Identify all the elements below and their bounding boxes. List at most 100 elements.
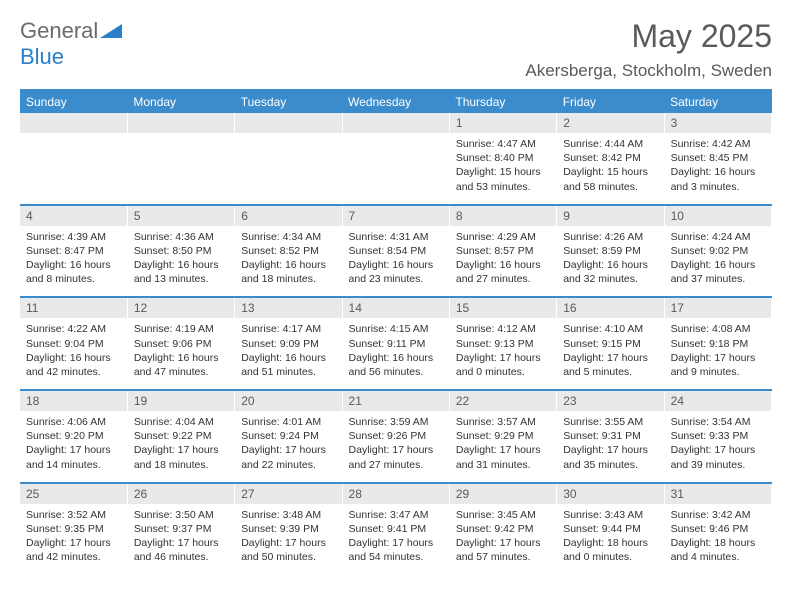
day-cell: 13Sunrise: 4:17 AMSunset: 9:09 PMDayligh… (235, 297, 342, 390)
day-cell: 7Sunrise: 4:31 AMSunset: 8:54 PMDaylight… (342, 205, 449, 298)
daylight-line: Daylight: 17 hours and 14 minutes. (26, 443, 121, 471)
empty-cell (342, 113, 449, 205)
sunrise-line: Sunrise: 4:01 AM (241, 415, 335, 429)
sunrise-line: Sunrise: 3:45 AM (456, 508, 550, 522)
day-number: 6 (235, 206, 341, 226)
daylight-line: Daylight: 17 hours and 9 minutes. (671, 351, 765, 379)
daylight-line: Daylight: 17 hours and 27 minutes. (349, 443, 443, 471)
day-details: Sunrise: 4:34 AMSunset: 8:52 PMDaylight:… (235, 226, 341, 297)
daylight-line: Daylight: 16 hours and 47 minutes. (134, 351, 228, 379)
weekday-header: Sunday (20, 91, 127, 113)
daylight-line: Daylight: 17 hours and 54 minutes. (349, 536, 443, 564)
day-number: 15 (450, 298, 556, 318)
logo-triangle-icon (100, 24, 122, 38)
sunset-line: Sunset: 9:37 PM (134, 522, 228, 536)
sunrise-line: Sunrise: 4:31 AM (349, 230, 443, 244)
empty-day-number (128, 113, 234, 133)
day-details: Sunrise: 3:48 AMSunset: 9:39 PMDaylight:… (235, 504, 341, 575)
location-text: Akersberga, Stockholm, Sweden (525, 61, 772, 81)
day-number: 9 (557, 206, 663, 226)
daylight-line: Daylight: 16 hours and 13 minutes. (134, 258, 228, 286)
empty-cell (127, 113, 234, 205)
sunset-line: Sunset: 9:20 PM (26, 429, 121, 443)
day-cell: 10Sunrise: 4:24 AMSunset: 9:02 PMDayligh… (664, 205, 771, 298)
day-number: 1 (450, 113, 556, 133)
daylight-line: Daylight: 16 hours and 56 minutes. (349, 351, 443, 379)
daylight-line: Daylight: 16 hours and 23 minutes. (349, 258, 443, 286)
daylight-line: Daylight: 16 hours and 3 minutes. (671, 165, 765, 193)
day-number: 31 (665, 484, 771, 504)
sunrise-line: Sunrise: 4:42 AM (671, 137, 765, 151)
weekday-header: Saturday (664, 91, 771, 113)
day-details: Sunrise: 3:54 AMSunset: 9:33 PMDaylight:… (665, 411, 771, 482)
sunset-line: Sunset: 9:18 PM (671, 337, 765, 351)
sunset-line: Sunset: 8:42 PM (563, 151, 657, 165)
sunrise-line: Sunrise: 4:26 AM (563, 230, 657, 244)
day-number: 28 (343, 484, 449, 504)
sunset-line: Sunset: 8:59 PM (563, 244, 657, 258)
title-block: May 2025 Akersberga, Stockholm, Sweden (525, 18, 772, 81)
daylight-line: Daylight: 17 hours and 0 minutes. (456, 351, 550, 379)
sunrise-line: Sunrise: 4:12 AM (456, 322, 550, 336)
day-cell: 4Sunrise: 4:39 AMSunset: 8:47 PMDaylight… (20, 205, 127, 298)
day-details: Sunrise: 4:06 AMSunset: 9:20 PMDaylight:… (20, 411, 127, 482)
weekday-header: Tuesday (235, 91, 342, 113)
sunrise-line: Sunrise: 4:08 AM (671, 322, 765, 336)
day-number: 20 (235, 391, 341, 411)
daylight-line: Daylight: 17 hours and 22 minutes. (241, 443, 335, 471)
sunset-line: Sunset: 9:33 PM (671, 429, 765, 443)
sunrise-line: Sunrise: 3:50 AM (134, 508, 228, 522)
sunset-line: Sunset: 9:02 PM (671, 244, 765, 258)
day-cell: 24Sunrise: 3:54 AMSunset: 9:33 PMDayligh… (664, 390, 771, 483)
empty-day-body (128, 133, 234, 195)
sunset-line: Sunset: 9:26 PM (349, 429, 443, 443)
day-details: Sunrise: 3:42 AMSunset: 9:46 PMDaylight:… (665, 504, 771, 575)
sunrise-line: Sunrise: 3:52 AM (26, 508, 121, 522)
sunrise-line: Sunrise: 4:24 AM (671, 230, 765, 244)
day-cell: 21Sunrise: 3:59 AMSunset: 9:26 PMDayligh… (342, 390, 449, 483)
sunset-line: Sunset: 9:39 PM (241, 522, 335, 536)
day-details: Sunrise: 4:31 AMSunset: 8:54 PMDaylight:… (343, 226, 449, 297)
calendar-row: 25Sunrise: 3:52 AMSunset: 9:35 PMDayligh… (20, 483, 772, 575)
day-cell: 9Sunrise: 4:26 AMSunset: 8:59 PMDaylight… (557, 205, 664, 298)
empty-day-body (235, 133, 341, 195)
day-cell: 11Sunrise: 4:22 AMSunset: 9:04 PMDayligh… (20, 297, 127, 390)
sunrise-line: Sunrise: 3:57 AM (456, 415, 550, 429)
day-cell: 17Sunrise: 4:08 AMSunset: 9:18 PMDayligh… (664, 297, 771, 390)
day-details: Sunrise: 3:52 AMSunset: 9:35 PMDaylight:… (20, 504, 127, 575)
day-number: 21 (343, 391, 449, 411)
day-cell: 15Sunrise: 4:12 AMSunset: 9:13 PMDayligh… (449, 297, 556, 390)
day-number: 2 (557, 113, 663, 133)
sunset-line: Sunset: 9:41 PM (349, 522, 443, 536)
weekday-header: Wednesday (342, 91, 449, 113)
sunrise-line: Sunrise: 3:54 AM (671, 415, 765, 429)
daylight-line: Daylight: 16 hours and 18 minutes. (241, 258, 335, 286)
empty-cell (20, 113, 127, 205)
logo-text-general: General (20, 18, 98, 43)
day-cell: 16Sunrise: 4:10 AMSunset: 9:15 PMDayligh… (557, 297, 664, 390)
calendar-row: 11Sunrise: 4:22 AMSunset: 9:04 PMDayligh… (20, 297, 772, 390)
day-cell: 19Sunrise: 4:04 AMSunset: 9:22 PMDayligh… (127, 390, 234, 483)
daylight-line: Daylight: 17 hours and 35 minutes. (563, 443, 657, 471)
sunset-line: Sunset: 9:06 PM (134, 337, 228, 351)
daylight-line: Daylight: 16 hours and 51 minutes. (241, 351, 335, 379)
day-number: 27 (235, 484, 341, 504)
day-number: 23 (557, 391, 663, 411)
sunset-line: Sunset: 9:24 PM (241, 429, 335, 443)
day-details: Sunrise: 4:22 AMSunset: 9:04 PMDaylight:… (20, 318, 127, 389)
daylight-line: Daylight: 18 hours and 0 minutes. (563, 536, 657, 564)
day-details: Sunrise: 4:36 AMSunset: 8:50 PMDaylight:… (128, 226, 234, 297)
sunset-line: Sunset: 9:42 PM (456, 522, 550, 536)
day-number: 7 (343, 206, 449, 226)
empty-day-number (235, 113, 341, 133)
sunset-line: Sunset: 9:35 PM (26, 522, 121, 536)
day-number: 22 (450, 391, 556, 411)
sunrise-line: Sunrise: 3:42 AM (671, 508, 765, 522)
sunrise-line: Sunrise: 4:17 AM (241, 322, 335, 336)
day-cell: 28Sunrise: 3:47 AMSunset: 9:41 PMDayligh… (342, 483, 449, 575)
sunset-line: Sunset: 9:11 PM (349, 337, 443, 351)
day-cell: 1Sunrise: 4:47 AMSunset: 8:40 PMDaylight… (449, 113, 556, 205)
sunrise-line: Sunrise: 3:55 AM (563, 415, 657, 429)
day-cell: 23Sunrise: 3:55 AMSunset: 9:31 PMDayligh… (557, 390, 664, 483)
day-cell: 22Sunrise: 3:57 AMSunset: 9:29 PMDayligh… (449, 390, 556, 483)
